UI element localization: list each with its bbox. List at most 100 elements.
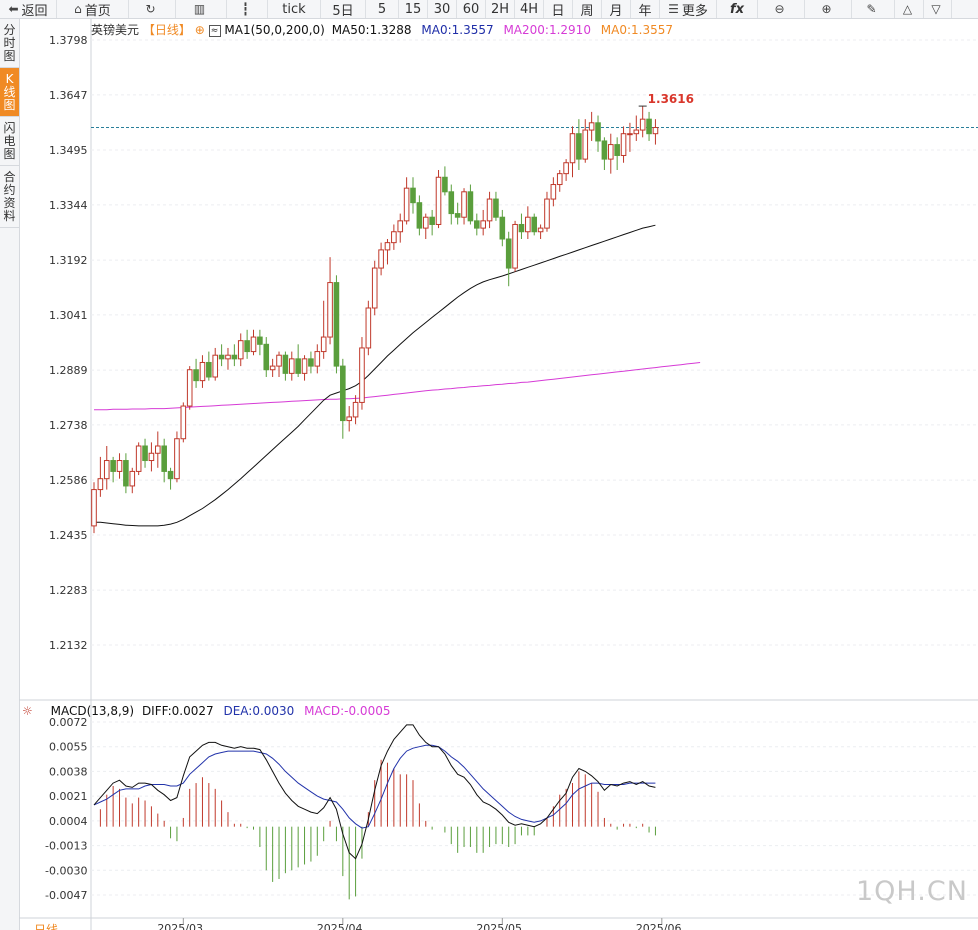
toolbar-more-button[interactable]: ☰ 更多: [660, 0, 717, 19]
x-tick-label: 2025/05: [476, 922, 522, 930]
toolbar-more-label: 更多: [681, 3, 708, 19]
candle-body: [218, 354, 225, 360]
macd-legend: ☼ MACD(13,8,9) DIFF:0.0027 DEA:0.0030 MA…: [22, 704, 390, 718]
candle-body: [212, 354, 219, 378]
x-tick-label: 2025/06: [636, 922, 682, 930]
candle-body: [288, 358, 295, 374]
candle-body: [123, 460, 129, 487]
candle-body: [148, 452, 155, 462]
candle-body: [601, 140, 608, 160]
macd-y-tick-label: -0.0030: [45, 864, 87, 877]
toolbar-week-button[interactable]: 周: [573, 0, 602, 19]
toolbar-down-button[interactable]: ▽: [924, 0, 952, 18]
candle-body: [308, 358, 314, 367]
ma-settings-icon[interactable]: ≈: [208, 24, 221, 37]
main-y-tick-label: 1.2738: [49, 419, 88, 432]
main-y-tick-label: 1.3495: [49, 144, 88, 157]
period-tab[interactable]: 日线: [34, 923, 59, 930]
toolbar: ⬅ 返回 ⌂ 首页 ↻ ▥ ┇ tick 5日 5 15 30 60 2H 4H 日周月年 ☰ 更多 fx ⊖ ⊕ ✎ △ ▽: [0, 0, 978, 19]
candle-body: [633, 129, 640, 135]
toolbar-month-button[interactable]: 月: [602, 0, 631, 19]
dea-line: [93, 744, 656, 829]
sidebar-tab-0[interactable]: 分时图: [0, 19, 19, 68]
candle-body: [250, 336, 257, 353]
toolbar-tick-button[interactable]: tick: [268, 0, 321, 18]
circle-plus-icon[interactable]: ⊕: [194, 23, 205, 37]
candle-body: [225, 354, 231, 360]
toolbar-zoomout-button[interactable]: ⊖: [758, 0, 805, 18]
candle-body: [620, 133, 627, 156]
toolbar-60m-label: 60: [462, 1, 480, 17]
candle-body: [327, 282, 333, 338]
sidebar-tab-3[interactable]: 合约资料: [0, 166, 19, 228]
candle-body: [110, 460, 116, 472]
macd-y-tick-label: 0.0072: [49, 716, 88, 729]
toolbar-4h-button[interactable]: 4H: [515, 0, 544, 18]
bar-type-icon: ┇: [241, 2, 250, 16]
refresh-icon: ↻: [145, 2, 156, 16]
candle-body: [295, 358, 301, 374]
toolbar-5d-button[interactable]: 5日: [321, 0, 366, 19]
toolbar-5m-label: 5: [377, 1, 387, 17]
toolbar-30m-label: 30: [433, 1, 451, 17]
candle-body: [276, 354, 282, 367]
back-arrow-icon: ⬅: [8, 2, 19, 16]
toolbar-zoomin-button[interactable]: ⊕: [805, 0, 852, 18]
toolbar-2h-button[interactable]: 2H: [486, 0, 515, 18]
main-y-tick-label: 1.2889: [49, 364, 88, 377]
candle-body: [480, 220, 486, 229]
candle-body: [429, 216, 435, 225]
legend-ma-params: MA1(50,0,200,0): [224, 23, 325, 37]
candle-body: [448, 191, 455, 215]
candle-body: [474, 220, 480, 229]
candle-body: [607, 144, 614, 160]
legend-macd-params: MACD(13,8,9): [50, 704, 135, 718]
candle-body: [416, 202, 423, 229]
toolbar-bars-button[interactable]: ┇: [227, 0, 268, 18]
toolbar-day-button[interactable]: 日: [544, 0, 573, 19]
legend-diff: DIFF:0.0027: [141, 704, 214, 718]
zoom-out-icon: ⊖: [774, 2, 785, 16]
main-y-tick-label: 1.2132: [49, 639, 88, 652]
candle-body: [257, 336, 263, 345]
candle-body: [544, 198, 550, 229]
settings-gear-icon[interactable]: ☼: [22, 704, 33, 718]
toolbar-month-label: 月: [609, 3, 623, 19]
toolbar-back-button[interactable]: ⬅ 返回: [0, 0, 57, 19]
macd-y-tick-label: -0.0047: [45, 889, 87, 902]
main-y-tick-label: 1.3798: [49, 34, 88, 47]
ma200-line: [94, 362, 701, 411]
candle-body: [161, 445, 167, 472]
toolbar-30m-button[interactable]: 30: [428, 0, 457, 18]
candle-body: [193, 369, 199, 382]
candle-body: [346, 416, 352, 422]
toolbar-up-button[interactable]: △: [895, 0, 924, 18]
toolbar-5m-button[interactable]: 5: [366, 0, 399, 18]
sidebar-tab-2[interactable]: 闪电图: [0, 117, 19, 166]
macd-y-tick-label: 0.0055: [49, 741, 88, 754]
sidebar-tab-1[interactable]: K线图: [0, 68, 19, 117]
toolbar-refresh-button[interactable]: ↻: [129, 0, 176, 18]
toolbar-candle-button[interactable]: ▥: [176, 0, 227, 18]
candle-body: [97, 478, 104, 491]
legend-period[interactable]: 【日线】: [142, 23, 191, 37]
menu-icon: ☰: [668, 2, 679, 16]
toolbar-draw-button[interactable]: ✎: [852, 0, 895, 18]
toolbar-home-button[interactable]: ⌂ 首页: [57, 0, 129, 19]
toolbar-fx-button[interactable]: fx: [717, 0, 758, 18]
legend-symbol: 英镑美元: [91, 23, 140, 37]
legend-ma0-blue: MA0:1.3557: [421, 23, 494, 37]
candle-body: [646, 118, 652, 135]
toolbar-year-button[interactable]: 年: [631, 0, 660, 19]
macd-y-tick-label: 0.0004: [49, 815, 88, 828]
candle-body: [639, 118, 646, 131]
candle-body: [467, 191, 474, 222]
home-icon: ⌂: [74, 2, 82, 16]
legend-ma200: MA200:1.2910: [503, 23, 591, 37]
legend-ma50: MA50:1.3288: [331, 23, 412, 37]
toolbar-15m-button[interactable]: 15: [399, 0, 428, 18]
toolbar-60m-button[interactable]: 60: [457, 0, 486, 18]
candle-body: [435, 176, 442, 225]
candle-body: [333, 282, 340, 367]
toolbar-back-label: 返回: [21, 3, 48, 19]
